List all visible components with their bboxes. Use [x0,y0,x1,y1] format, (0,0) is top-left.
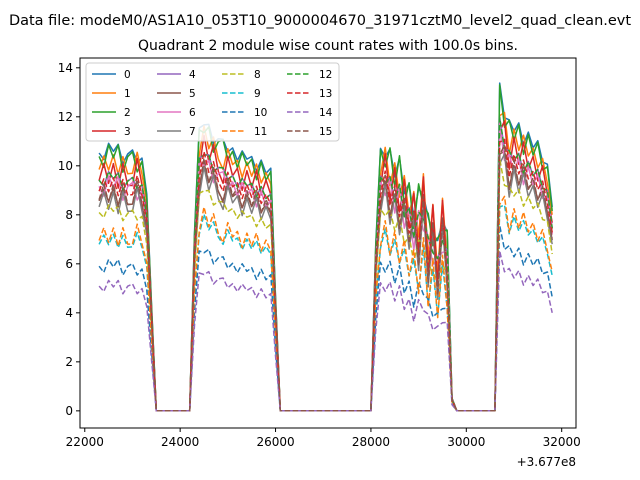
legend-label-7: 7 [189,126,196,138]
legend-label-13: 13 [319,88,332,100]
y-tick-label: 2 [65,355,73,369]
legend-label-12: 12 [319,69,332,81]
series-line-13 [98,138,553,412]
legend-box [85,62,340,142]
legend-label-4: 4 [189,69,196,81]
x-tick-label: 24000 [161,435,199,449]
legend-label-14: 14 [319,107,333,119]
y-tick-label: 12 [58,110,73,124]
plot-area [98,82,553,412]
series-line-7 [98,153,553,412]
y-axis-ticks: 0 2 4 6 8 10 12 14 [58,61,80,418]
legend-label-5: 5 [189,88,196,100]
series-line-6 [98,122,553,412]
figure-suptitle: Data file: modeM0/AS1A10_053T10_90000046… [9,13,631,29]
series-line-15 [98,144,553,412]
series-line-10 [98,224,553,412]
y-tick-label: 0 [65,404,73,418]
series-line-9 [98,204,553,412]
series-line-4 [98,117,553,412]
x-tick-label: 30000 [447,435,485,449]
y-tick-label: 8 [65,208,73,222]
x-tick-label: 28000 [352,435,390,449]
x-axis-ticks: 22000 24000 26000 28000 30000 32000 [66,428,581,449]
series-line-11 [98,195,553,412]
plot-frame [79,57,577,429]
legend-label-8: 8 [254,69,261,81]
legend-label-2: 2 [124,107,131,119]
legend-label-15: 15 [319,126,332,138]
series-line-14 [98,250,553,412]
series-line-8 [98,158,553,412]
chart-title: Quadrant 2 module wise count rates with … [138,38,518,54]
legend-label-10: 10 [254,107,267,119]
legend-label-3: 3 [124,126,131,138]
x-tick-label: 26000 [256,435,294,449]
legend-label-6: 6 [189,107,196,119]
legend-label-9: 9 [254,88,261,100]
legend-label-1: 1 [124,88,131,100]
x-tick-label: 22000 [66,435,104,449]
y-tick-label: 10 [58,159,73,173]
series-line-3 [98,120,553,412]
series-line-1 [98,111,553,412]
legend-label-11: 11 [254,126,267,138]
y-tick-label: 14 [58,61,73,75]
y-tick-label: 4 [65,306,73,320]
y-tick-label: 6 [65,257,73,271]
x-axis-offset-label: +3.677e8 [517,455,576,469]
legend-label-0: 0 [124,69,131,81]
series-line-12 [98,117,553,412]
x-tick-label: 32000 [543,435,581,449]
series-line-5 [98,150,553,412]
